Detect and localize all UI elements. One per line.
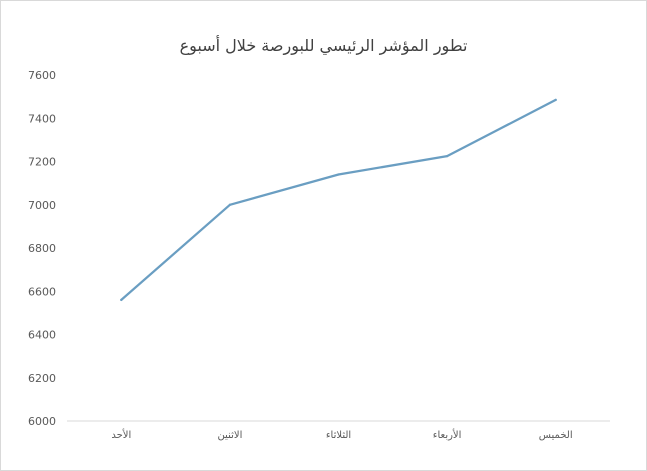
data-point <box>554 98 557 101</box>
data-point <box>337 173 340 176</box>
y-tick-label: 6200 <box>28 372 56 385</box>
y-tick-label: 7600 <box>28 69 56 82</box>
data-point <box>120 298 123 301</box>
y-tick-label: 7000 <box>28 199 56 212</box>
y-tick-label: 7400 <box>28 112 56 125</box>
x-tick-label: الثلاثاء <box>326 430 351 441</box>
y-tick-label: 6800 <box>28 242 56 255</box>
y-tick-label: 6000 <box>28 415 56 428</box>
x-axis-labels: الأحد الاثنين الثلاثاء الأربعاء الخميس <box>111 428 572 441</box>
y-tick-label: 6400 <box>28 329 56 342</box>
x-tick-label: الخميس <box>539 430 573 441</box>
series-line-index <box>120 98 557 302</box>
data-points <box>120 98 557 301</box>
data-point <box>446 154 449 158</box>
x-tick-label: الأربعاء <box>433 428 462 441</box>
y-tick-label: 6600 <box>28 285 56 298</box>
data-point <box>228 203 231 206</box>
x-tick-label: الأحد <box>111 428 131 441</box>
y-tick-label: 7200 <box>28 156 56 169</box>
x-tick-label: الاثنين <box>217 430 242 441</box>
chart-title: تطور المؤشر الرئيسي للبورصة خلال أسبوع <box>179 36 468 55</box>
y-axis-labels: 6000 6200 6400 6600 6800 7000 7200 7400 7600 <box>28 69 56 428</box>
